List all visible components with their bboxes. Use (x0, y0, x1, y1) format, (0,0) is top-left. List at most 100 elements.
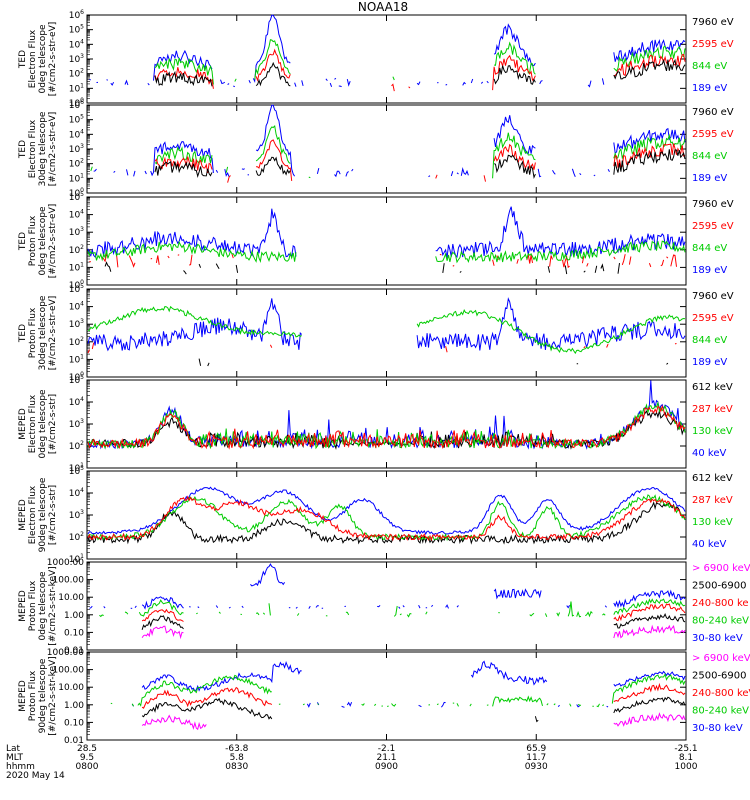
y-tick-label: 105 (69, 374, 84, 386)
series-line-240-800-kev (141, 682, 686, 709)
series-line-240-800-ke (141, 603, 686, 622)
legend-entry: 612 keV (692, 473, 733, 484)
x-tick-lat: -25.1 (674, 744, 697, 754)
y-tick-label: 1000.00 (47, 558, 84, 568)
y-tick-label: 0.01 (64, 646, 84, 656)
y-axis-label-line: [#/cm2-s-str-eV] (48, 22, 58, 97)
y-tick-label: 10.00 (58, 593, 84, 603)
y-tick-label: 101 (69, 261, 84, 273)
legend-entry: 130 keV (692, 517, 733, 528)
y-axis-label-line: Proton Flux (28, 307, 38, 358)
y-tick-label: 106 (69, 9, 84, 21)
series-line--6900-kev (141, 624, 686, 640)
y-axis-label-line: 0deg telescope (38, 571, 48, 641)
x-tick-mlt: 21.1 (376, 753, 396, 763)
y-tick-label: 103 (69, 226, 84, 238)
y-axis-label-line: Proton Flux (28, 670, 38, 721)
y-axis-label-line: [#/cm2-s-str-keV] (48, 566, 58, 645)
legend-entry: 30-80 keV (692, 723, 743, 734)
legend-entry: 189 eV (692, 265, 727, 276)
legend-entry: 844 eV (692, 151, 727, 162)
y-tick-label: 0.10 (64, 718, 84, 728)
legend-entry: 287 keV (692, 404, 733, 415)
y-tick-label: 100.00 (53, 576, 85, 586)
y-tick-label: 104 (69, 396, 84, 408)
y-tick-label: 103 (69, 318, 84, 330)
y-axis-label-line: [#/cm2-s-str-eV] (48, 296, 58, 371)
y-tick-label: 105 (69, 283, 84, 295)
y-tick-label: 104 (69, 487, 84, 499)
x-tick-mlt: 11.7 (526, 753, 546, 763)
legend-entry: 189 eV (692, 83, 727, 94)
series-line--6900-kev (141, 712, 686, 731)
y-tick-label: 103 (69, 143, 84, 155)
legend-entry: 240-800 keV (692, 688, 750, 699)
y-tick-label: 101 (69, 82, 84, 94)
y-tick-label: 105 (69, 191, 84, 203)
y-tick-label: 1.00 (64, 701, 84, 711)
series-line-30-80-kev (131, 660, 686, 708)
legend-entry: 2595 eV (692, 221, 734, 232)
y-axis-label-line: 90deg telescope (38, 658, 48, 733)
series-line-2595-ev (88, 343, 679, 353)
y-tick-label: 102 (69, 336, 84, 348)
y-tick-label: 1000.00 (47, 648, 84, 658)
date-label: 2020 May 14 (6, 771, 65, 781)
y-axis-label-line: 0deg telescope (38, 389, 48, 459)
legend-entry: 189 eV (692, 173, 727, 184)
legend-entry: 80-240 keV (692, 706, 749, 717)
series-line-189-ev (87, 206, 686, 259)
series-line-2500-6900 (141, 612, 686, 630)
y-axis-label-line: 30deg telescope (38, 111, 48, 186)
series-line-7960-ev (154, 58, 686, 87)
legend-entry: 2595 eV (692, 129, 734, 140)
x-tick-hhmm: 1000 (675, 762, 698, 772)
y-axis-label-line: Electron Flux (28, 119, 38, 178)
y-axis-label-line: Electron Flux (28, 485, 38, 544)
legend-entry: 7960 eV (692, 199, 734, 210)
x-row-label: hhmm (6, 762, 35, 772)
x-row-label: Lat (6, 744, 21, 754)
y-tick-label: 0.01 (64, 736, 84, 746)
series-line-30-80-kev (89, 563, 686, 610)
y-tick-label: 10.00 (58, 683, 84, 693)
y-tick-label: 103 (69, 418, 84, 430)
legend-entry: 240-800 ke (692, 598, 749, 609)
y-axis-label: TED Proton Flux 0deg telescope [#/cm2-s-str… (18, 204, 58, 279)
series-line-2595-ev (154, 139, 686, 183)
y-axis-label: MEPED Electron Flux 0deg telescope [#/cm2-s… (18, 389, 58, 459)
x-tick-hhmm: 0900 (375, 762, 398, 772)
y-tick-label: 104 (69, 38, 84, 50)
y-axis-label-line: 90deg telescope (38, 477, 48, 552)
x-tick-lat: 28.5 (77, 744, 97, 754)
y-axis-label: TED Electron Flux 0deg telescope [#/cm2-s-s… (18, 22, 58, 97)
x-tick-lat: -2.1 (378, 744, 396, 754)
legend-entry: 30-80 keV (692, 633, 743, 644)
legend-entry: 287 keV (692, 495, 733, 506)
series-line-844-ev (87, 240, 686, 264)
y-axis-label-line: [#/cm2-s-str-eV] (48, 204, 58, 279)
y-axis-label-line: MEPED (18, 680, 28, 712)
y-tick-label: 102 (69, 68, 84, 80)
legend-entry: 844 eV (692, 335, 727, 346)
series-line-287-kev (87, 495, 686, 542)
legend-entry: 2595 eV (692, 39, 734, 50)
y-axis-label-line: TED (18, 140, 28, 159)
y-tick-label: 104 (69, 301, 84, 313)
legend-entry: 2500-6900 (692, 671, 747, 682)
y-tick-label: 105 (69, 465, 84, 477)
y-axis-label-line: Electron Flux (28, 29, 38, 88)
y-axis-label: TED Electron Flux 30deg telescope [#/cm2-s-… (18, 111, 58, 186)
series-line-80-240-kev (99, 598, 686, 618)
series-line-844-ev (154, 39, 686, 85)
y-axis-label: TED Proton Flux 30deg telescope [#/cm2-s-st… (18, 295, 58, 370)
y-axis-label-line: 30deg telescope (38, 295, 48, 370)
y-axis-label-line: MEPED (18, 499, 28, 531)
